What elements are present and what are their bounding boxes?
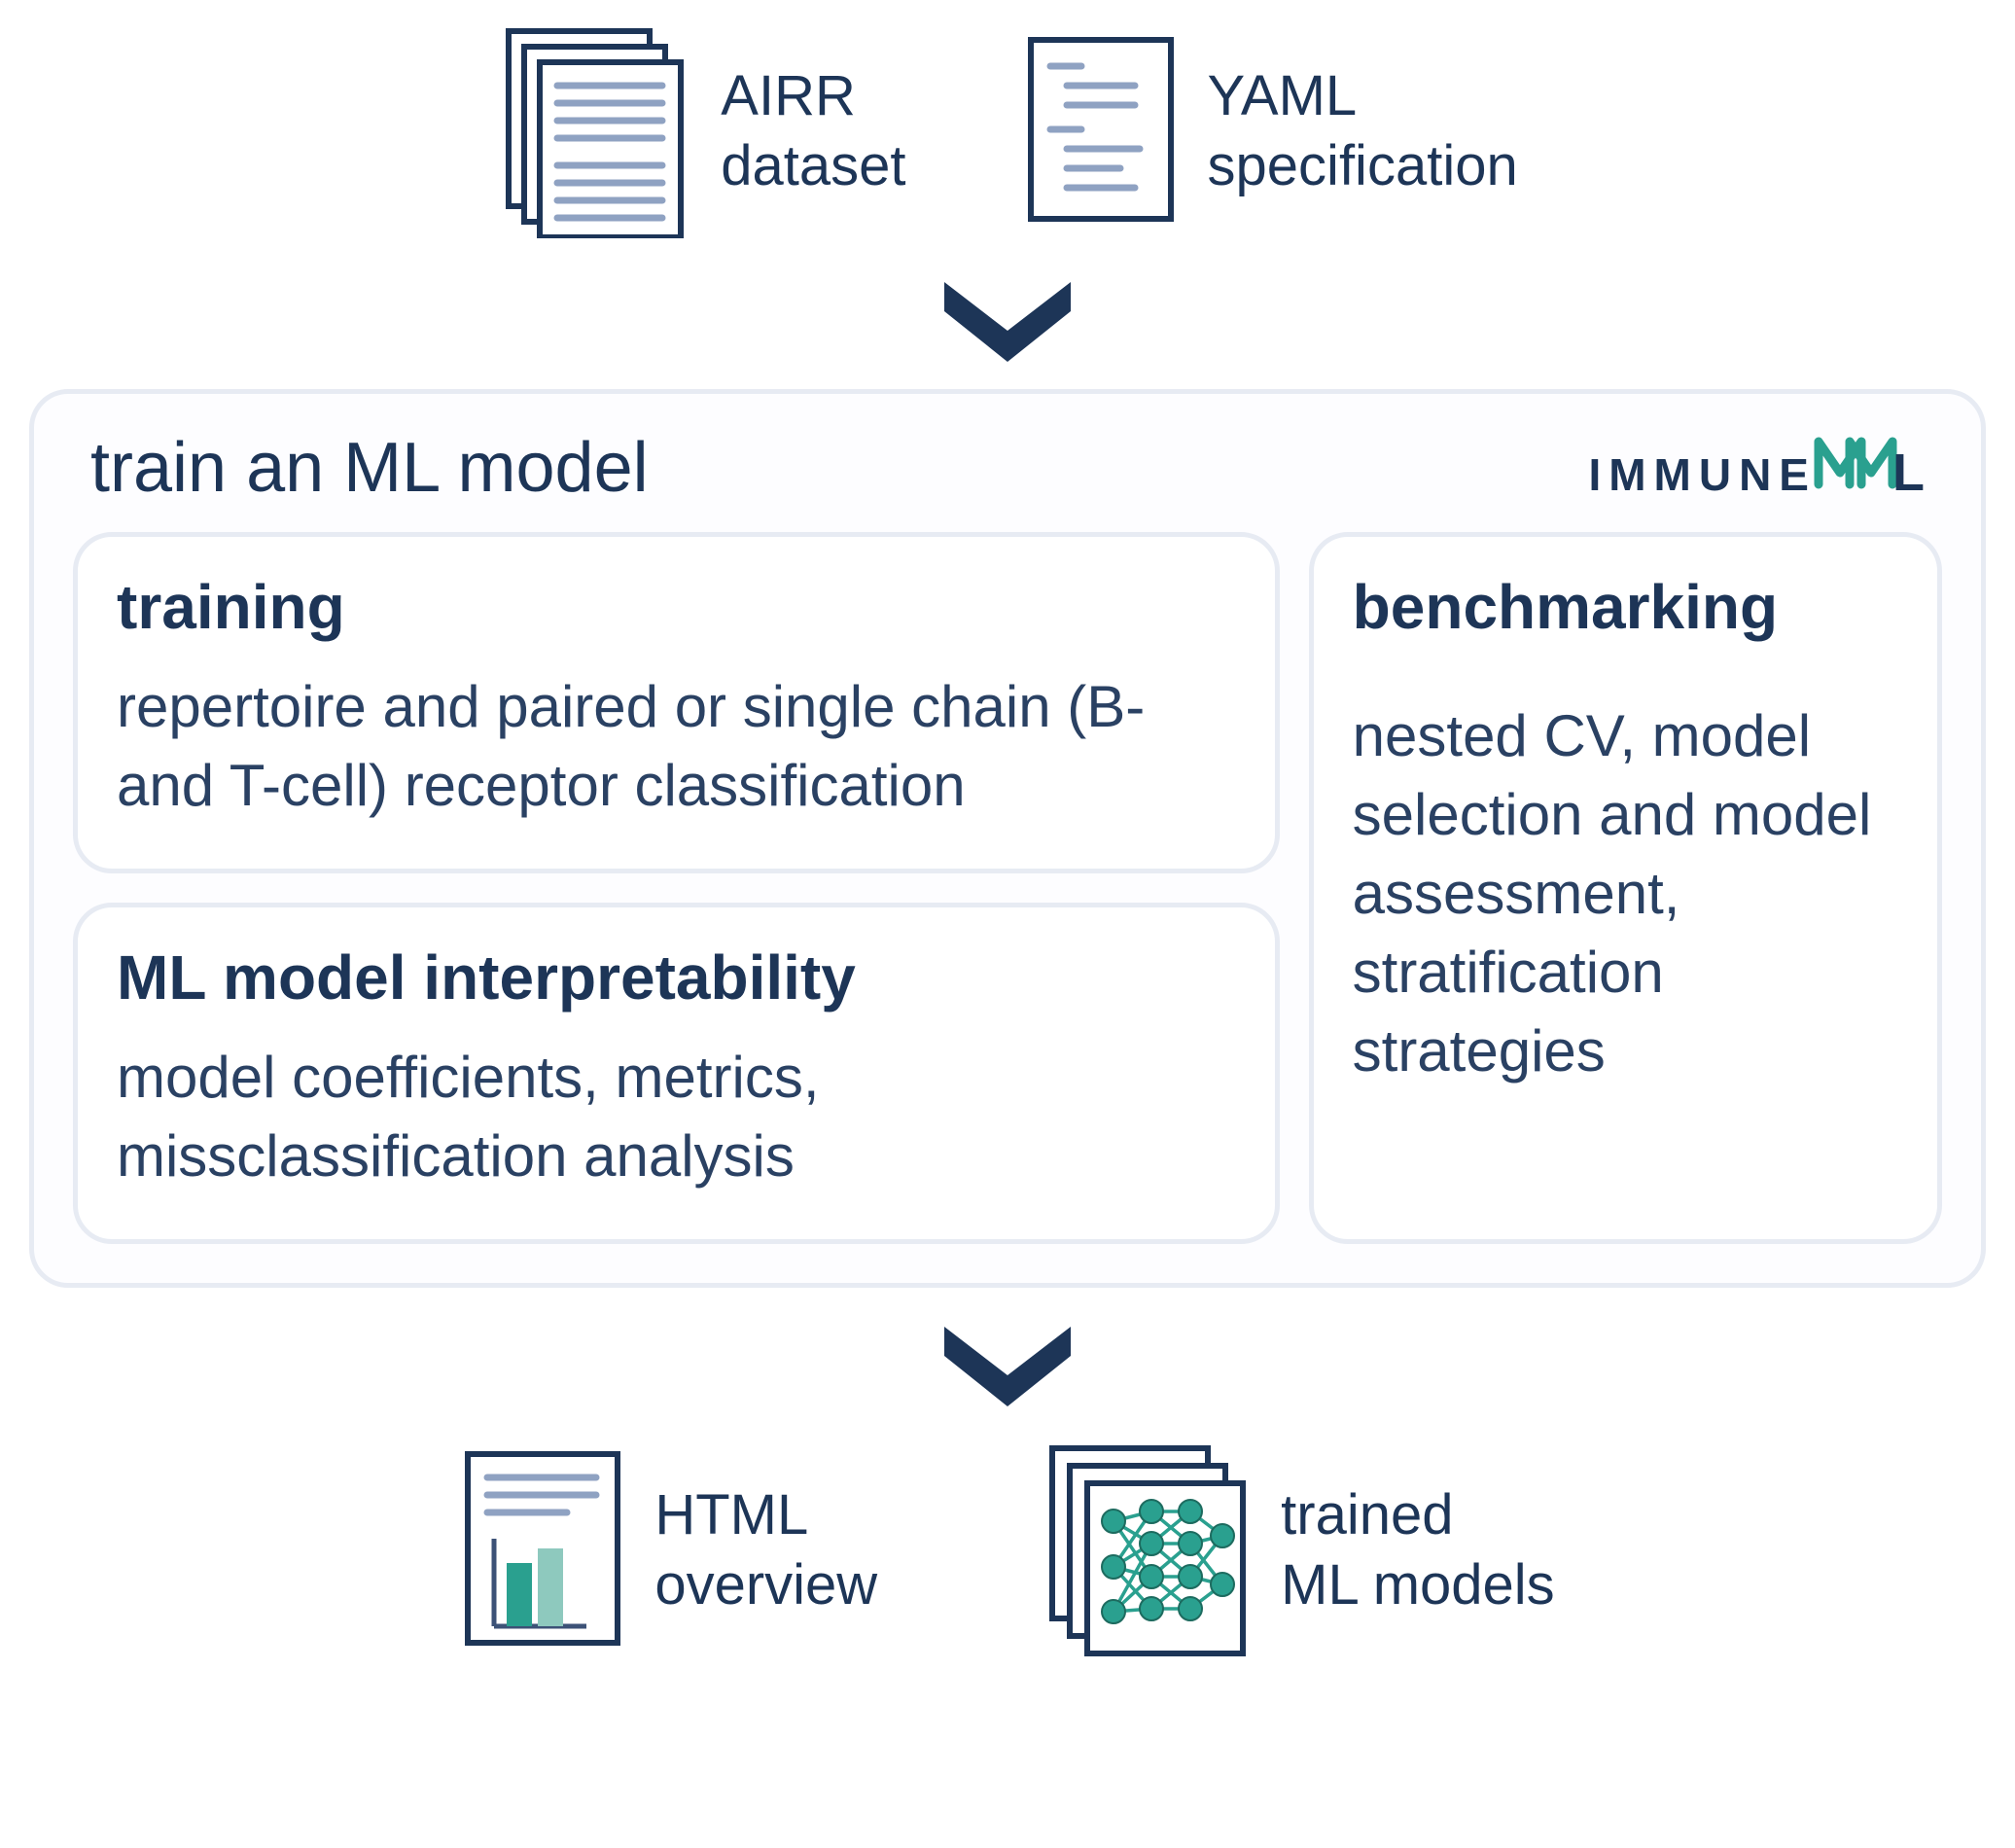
outputs-row: HTML overview [19, 1439, 1996, 1662]
html-label-1: HTML [654, 1480, 877, 1551]
arrow-down-1 [19, 243, 1996, 389]
yaml-label-2: specification [1208, 131, 1518, 202]
airr-label-2: dataset [721, 131, 905, 202]
airr-dataset-input: AIRR dataset [497, 19, 905, 243]
interpret-title: ML model interpretability [117, 942, 1236, 1013]
models-label-1: trained [1281, 1480, 1555, 1551]
main-title: train an ML model [90, 428, 649, 508]
immuneml-logo: IMMUNE L [1588, 434, 1932, 503]
html-report-icon [460, 1446, 625, 1655]
neural-network-stack-icon [1043, 1439, 1252, 1662]
yaml-label-1: YAML [1208, 61, 1518, 132]
html-overview-output: HTML overview [460, 1446, 877, 1655]
benchmark-title: benchmarking [1353, 571, 1898, 643]
logo-l-text: L [1892, 443, 1932, 503]
main-box: train an ML model IMMUNE L training repe… [29, 389, 1986, 1288]
arrow-down-2 [19, 1288, 1996, 1434]
models-label-2: ML models [1281, 1550, 1555, 1621]
inputs-row: AIRR dataset [19, 19, 1996, 243]
chevron-down-icon [935, 1317, 1080, 1409]
training-body: repertoire and paired or single chain (B… [117, 667, 1236, 825]
interpret-body: model coefficients, metrics, missclassif… [117, 1038, 1236, 1195]
html-label-2: overview [654, 1550, 877, 1621]
airr-label-1: AIRR [721, 61, 905, 132]
training-panel: training repertoire and paired or single… [73, 532, 1280, 873]
document-stack-icon [497, 19, 691, 243]
chevron-down-icon [935, 272, 1080, 365]
interpretability-panel: ML model interpretability model coeffici… [73, 903, 1280, 1244]
benchmark-body: nested CV, model selection and model ass… [1353, 696, 1898, 1090]
logo-ml-icon [1813, 434, 1898, 495]
logo-immune-text: IMMUNE [1588, 448, 1817, 501]
benchmarking-panel: benchmarking nested CV, model selection … [1309, 532, 1942, 1244]
yaml-file-icon [1023, 32, 1179, 231]
yaml-spec-input: YAML specification [1023, 32, 1518, 231]
training-title: training [117, 571, 1236, 643]
trained-models-output: trained ML models [1043, 1439, 1555, 1662]
